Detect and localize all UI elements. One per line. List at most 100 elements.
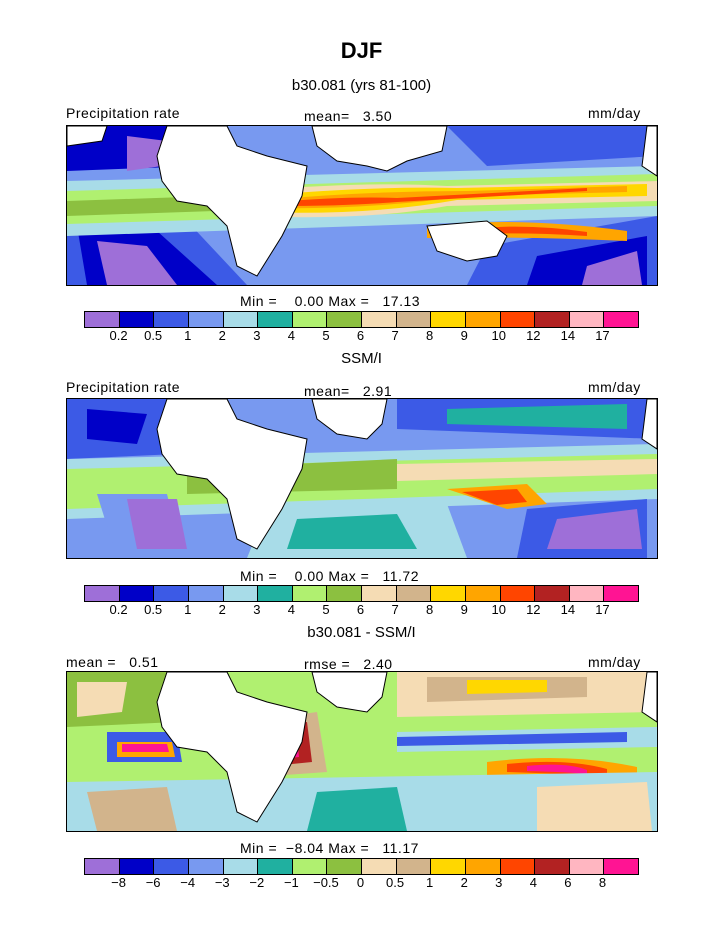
colorbar-swatch — [535, 859, 570, 874]
colorbar-swatch — [500, 586, 536, 601]
colorbar-tick-label: 6 — [356, 602, 365, 617]
colorbar-swatch — [465, 312, 501, 327]
colorbar-tick-label: 17 — [595, 602, 610, 617]
colorbar-tick-label: 0 — [356, 875, 365, 890]
colorbar-swatch — [223, 859, 259, 874]
colorbar-swatch — [569, 312, 605, 327]
colorbar-swatch — [154, 312, 189, 327]
colorbar-swatch — [188, 859, 224, 874]
colorbar-swatch — [362, 312, 397, 327]
colorbar-tick-label: 8 — [426, 328, 434, 343]
colorbar-tick-label: 9 — [460, 328, 468, 343]
colorbar-tick-label: 4 — [529, 875, 537, 890]
panel-1-min-max: Min = 0.00 Max = 17.13 — [240, 293, 421, 309]
colorbar-swatch — [465, 586, 501, 601]
colorbar-swatch — [292, 312, 328, 327]
colorbar-swatch — [154, 586, 189, 601]
panel-2-min-max: Min = 0.00 Max = 11.72 — [240, 568, 419, 584]
panel-3-min-max: Min = −8.04 Max = 11.17 — [240, 840, 419, 856]
colorbar-tick-label: 3 — [253, 328, 261, 343]
colorbar-tick-label: 9 — [460, 602, 468, 617]
colorbar-tick-label: 12 — [526, 602, 541, 617]
colorbar-swatch — [396, 312, 432, 327]
colorbar-swatch — [396, 859, 432, 874]
colorbar-tick-label: 8 — [598, 875, 607, 890]
colorbar-tick-label: 2 — [218, 602, 226, 617]
panel-3-rmse-label: rmse = 2.40 — [304, 656, 393, 672]
colorbar-tick-label: 0.2 — [109, 602, 128, 617]
colorbar-tick-label: 3 — [253, 602, 261, 617]
colorbar-tick-label: −2 — [249, 875, 265, 890]
panel-2-variable-label: Precipitation rate — [66, 379, 181, 395]
colorbar-tick-label: 0.5 — [386, 875, 405, 890]
colorbar-tick-label: 6 — [564, 875, 572, 890]
colorbar-swatch — [292, 859, 328, 874]
colorbar-swatch — [500, 859, 536, 874]
panel-1-colorbar — [84, 311, 639, 328]
panel-1-subtitle: b30.081 (yrs 81-100) — [291, 77, 432, 94]
colorbar-swatch — [327, 586, 362, 601]
colorbar-tick-label: 10 — [491, 328, 506, 343]
colorbar-swatch — [362, 859, 397, 874]
colorbar-swatch — [535, 312, 570, 327]
panel-1-colorbar-ticks: 0.2 0.5 1 2 3 4 5 6 7 8 9 10 12 14 17 — [84, 328, 637, 344]
panel-2-colorbar-ticks: 0.2 0.5 1 2 3 4 5 6 7 8 9 10 12 14 17 — [84, 602, 637, 618]
panel-2-subtitle: SSM/I — [341, 350, 382, 367]
colorbar-tick-label: 4 — [287, 602, 295, 617]
colorbar-tick-label: 5 — [322, 602, 330, 617]
colorbar-tick-label: 5 — [322, 328, 330, 343]
colorbar-swatch — [154, 859, 189, 874]
colorbar-swatch — [119, 859, 155, 874]
colorbar-swatch — [258, 859, 293, 874]
colorbar-tick-label: 1 — [426, 875, 434, 890]
colorbar-tick-label: 0.5 — [144, 602, 163, 617]
panel-3-map — [66, 671, 658, 832]
colorbar-swatch — [569, 586, 605, 601]
colorbar-tick-label: 17 — [595, 328, 610, 343]
colorbar-tick-label: −4 — [180, 875, 196, 890]
colorbar-tick-label: 4 — [287, 328, 295, 343]
colorbar-tick-label: 6 — [356, 328, 365, 343]
colorbar-tick-label: 1 — [184, 602, 192, 617]
colorbar-swatch — [569, 859, 605, 874]
colorbar-tick-label: 14 — [560, 328, 576, 343]
figure-title: DJF — [340, 38, 383, 63]
colorbar-tick-label: 7 — [391, 602, 399, 617]
colorbar-swatch — [327, 859, 362, 874]
colorbar-swatch — [535, 586, 570, 601]
colorbar-swatch — [465, 859, 501, 874]
colorbar-tick-label: 0.5 — [144, 328, 163, 343]
colorbar-swatch — [119, 586, 155, 601]
panel-2-mean-label: mean= 2.91 — [304, 383, 393, 399]
panel-1-map — [66, 125, 658, 286]
colorbar-swatch — [258, 312, 293, 327]
colorbar-tick-label: 1 — [184, 328, 192, 343]
colorbar-tick-label: 8 — [426, 602, 434, 617]
panel-2-units-label: mm/day — [588, 379, 641, 395]
panel-2-map — [66, 398, 658, 559]
colorbar-swatch — [85, 586, 120, 601]
panel-2-colorbar — [84, 585, 639, 602]
panel-1-variable-label: Precipitation rate — [66, 105, 181, 121]
colorbar-tick-label: 2 — [460, 875, 468, 890]
colorbar-swatch — [431, 586, 466, 601]
colorbar-swatch — [188, 586, 224, 601]
colorbar-tick-label: 14 — [560, 602, 576, 617]
colorbar-swatch — [223, 586, 259, 601]
colorbar-swatch — [396, 586, 432, 601]
colorbar-tick-label: 10 — [491, 602, 506, 617]
colorbar-tick-label: 0.2 — [109, 328, 128, 343]
panel-3-subtitle: b30.081 - SSM/I — [307, 624, 416, 641]
colorbar-swatch — [85, 859, 120, 874]
colorbar-swatch — [604, 312, 638, 327]
colorbar-tick-label: −1 — [283, 875, 299, 890]
colorbar-tick-label: −6 — [145, 875, 161, 890]
colorbar-tick-label: −3 — [214, 875, 230, 890]
colorbar-swatch — [362, 586, 397, 601]
colorbar-swatch — [223, 312, 259, 327]
colorbar-swatch — [258, 586, 293, 601]
panel-3-colorbar — [84, 858, 639, 875]
panel-3-colorbar-ticks: −8 −6 −4 −3 −2 −1 −0.5 0 0.5 1 2 3 4 6 8 — [84, 875, 637, 891]
panel-1-units-label: mm/day — [588, 105, 641, 121]
colorbar-swatch — [604, 586, 638, 601]
